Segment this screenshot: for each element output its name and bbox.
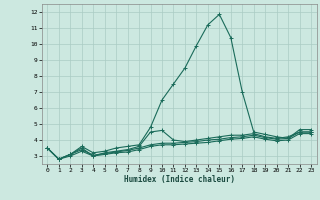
X-axis label: Humidex (Indice chaleur): Humidex (Indice chaleur) [124, 175, 235, 184]
